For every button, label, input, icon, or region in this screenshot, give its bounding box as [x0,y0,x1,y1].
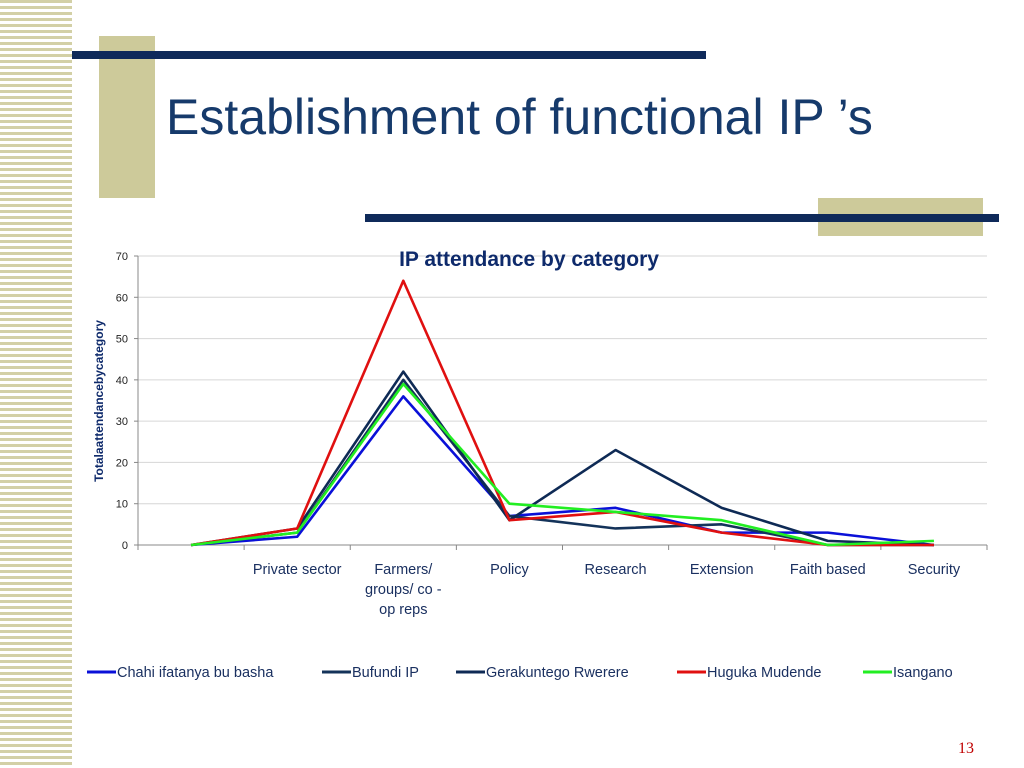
x-tick-label: Security [908,562,961,578]
y-axis-title: Totalaattendancebycategory [92,320,106,482]
chart-axes: 0 10 20 30 40 50 60 70 Private sector Farmers/gro… [116,251,988,618]
y-tick-label: 50 [116,334,128,346]
y-tick-label: 0 [122,540,128,552]
chart-legend: Chahi ifatanya bu basha Bufundi IP Gerakun… [87,665,953,681]
x-tick-label: Extension [690,562,754,578]
y-tick-label: 30 [116,416,128,428]
x-tick-label: Faith based [790,562,866,578]
x-tick-label: Policy [490,562,529,578]
decorative-stripes [0,0,72,768]
legend-label: Bufundi IP [352,665,419,681]
y-tick-label: 20 [116,457,128,469]
slide-number: 13 [958,740,974,757]
decorative-block-left [99,36,155,198]
chart-gridlines [138,255,987,505]
chart-title: IP attendance by category [399,248,659,271]
page-title: Establishment of functional IP ’s [166,89,873,145]
legend-label: Gerakuntego Rwerere [486,665,629,681]
y-tick-label: 10 [116,499,128,511]
y-tick-label: 40 [116,375,128,387]
decorative-line-top [72,51,706,59]
legend-label: Chahi ifatanya bu basha [117,665,274,681]
decorative-line-middle [365,214,999,222]
x-tick-label: Research [585,562,647,578]
legend-label: Isangano [893,665,953,681]
x-tick-label: groups/ co - [365,582,442,598]
series-line-4 [190,382,934,547]
series-line-3 [190,279,934,547]
series-line-0 [190,395,935,547]
x-tick-label: Private sector [253,562,342,578]
x-tick-label: op reps [379,602,427,618]
y-tick-label: 60 [116,292,128,304]
series-line-2 [190,370,934,547]
chart-series [190,279,935,547]
y-tick-label: 70 [116,251,128,263]
legend-label: Huguka Mudende [707,665,821,681]
x-tick-label: Farmers/ [374,562,433,578]
